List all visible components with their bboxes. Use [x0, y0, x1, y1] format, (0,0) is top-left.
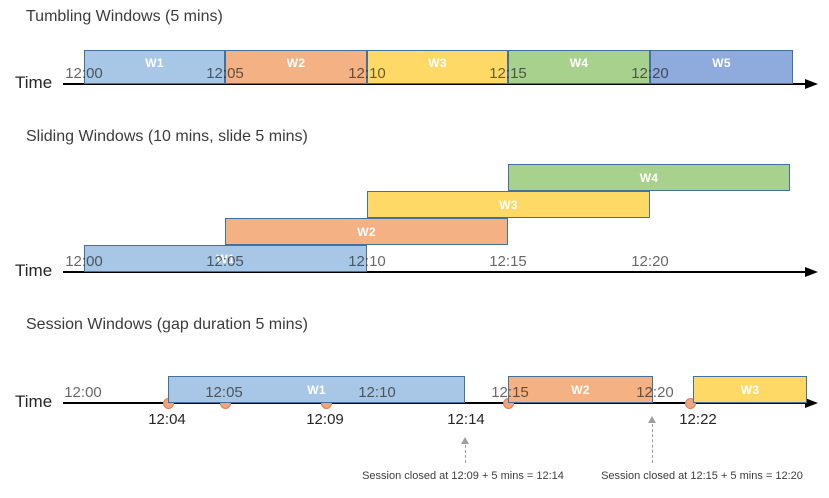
window-label: W5 [712, 56, 731, 70]
timeline-axis [63, 402, 806, 404]
session-closed-annotation: Session closed at 12:15 + 5 mins = 12:20 [601, 470, 803, 482]
time-axis-label: Time [15, 73, 53, 92]
window-label: W4 [569, 56, 589, 70]
time-tick-label: 12:00 [64, 384, 102, 401]
window-label: W4 [639, 170, 659, 185]
window-bar-sliding-w2: W2 [225, 218, 508, 245]
time-tick-label: 12:10 [358, 384, 396, 401]
section-title-tumbling: Tumbling Windows (5 mins) [26, 8, 223, 25]
time-tick-label: 12:05 [206, 253, 244, 270]
session-closed-annotation: Session closed at 12:09 + 5 mins = 12:14 [362, 470, 564, 482]
event-time-label: 12:22 [679, 411, 717, 428]
dashed-up-arrow-line [652, 424, 653, 463]
time-tick-label: 12:20 [631, 253, 669, 270]
window-label: W1 [307, 382, 326, 397]
window-bar-tumbling-w4: W4 [508, 50, 650, 84]
window-bar-tumbling-w5: W5 [650, 50, 793, 84]
time-axis-label: Time [15, 261, 53, 280]
timeline-axis [63, 83, 806, 85]
window-label: W2 [571, 382, 590, 397]
event-dot [685, 398, 696, 409]
dashed-up-arrow-head-icon [648, 416, 656, 423]
time-tick-label: 12:15 [491, 384, 529, 401]
window-bar-session-w1: W1 [168, 376, 465, 403]
time-tick-label: 12:20 [636, 384, 674, 401]
window-label: W2 [357, 224, 376, 239]
window-label: W3 [428, 56, 447, 70]
window-label: W3 [499, 197, 518, 212]
event-time-label: 12:04 [148, 411, 186, 428]
time-tick-label: 12:15 [489, 253, 527, 270]
time-tick-label: 12:05 [205, 384, 243, 401]
window-bar-tumbling-w2: W2 [225, 50, 367, 84]
window-label: W1 [216, 251, 235, 266]
time-tick-label: 12:00 [65, 253, 103, 270]
window-bar-sliding-w1: W1 [84, 245, 367, 272]
dashed-up-arrow-line [465, 445, 466, 463]
timeline-axis [63, 271, 806, 273]
window-bar-session-w2: W2 [508, 376, 653, 403]
window-bar-session-w3: W3 [693, 376, 807, 403]
time-tick-label: 12:05 [206, 65, 244, 82]
event-time-label: 12:09 [306, 411, 344, 428]
time-tick-label: 12:00 [65, 65, 103, 82]
window-bar-sliding-w3: W3 [367, 191, 650, 218]
window-bar-tumbling-w3: W3 [367, 50, 508, 84]
time-tick-label: 12:15 [489, 65, 527, 82]
window-bar-tumbling-w1: W1 [84, 50, 225, 84]
time-tick-label: 12:20 [631, 65, 669, 82]
window-label: W3 [740, 382, 760, 397]
section-title-session: Session Windows (gap duration 5 mins) [26, 316, 308, 333]
time-tick-label: 12:10 [348, 65, 386, 82]
time-axis-label: Time [15, 392, 53, 411]
window-label: W2 [286, 56, 306, 70]
timeline-arrowhead-icon [805, 79, 818, 89]
dashed-up-arrow-head-icon [461, 437, 469, 444]
timeline-arrowhead-icon [805, 398, 818, 408]
window-label: W1 [145, 56, 164, 70]
section-title-sliding: Sliding Windows (10 mins, slide 5 mins) [26, 128, 308, 145]
window-bar-sliding-w4: W4 [508, 164, 790, 191]
event-time-label: 12:14 [447, 411, 485, 428]
time-tick-label: 12:10 [348, 253, 386, 270]
timeline-arrowhead-icon [805, 267, 818, 277]
